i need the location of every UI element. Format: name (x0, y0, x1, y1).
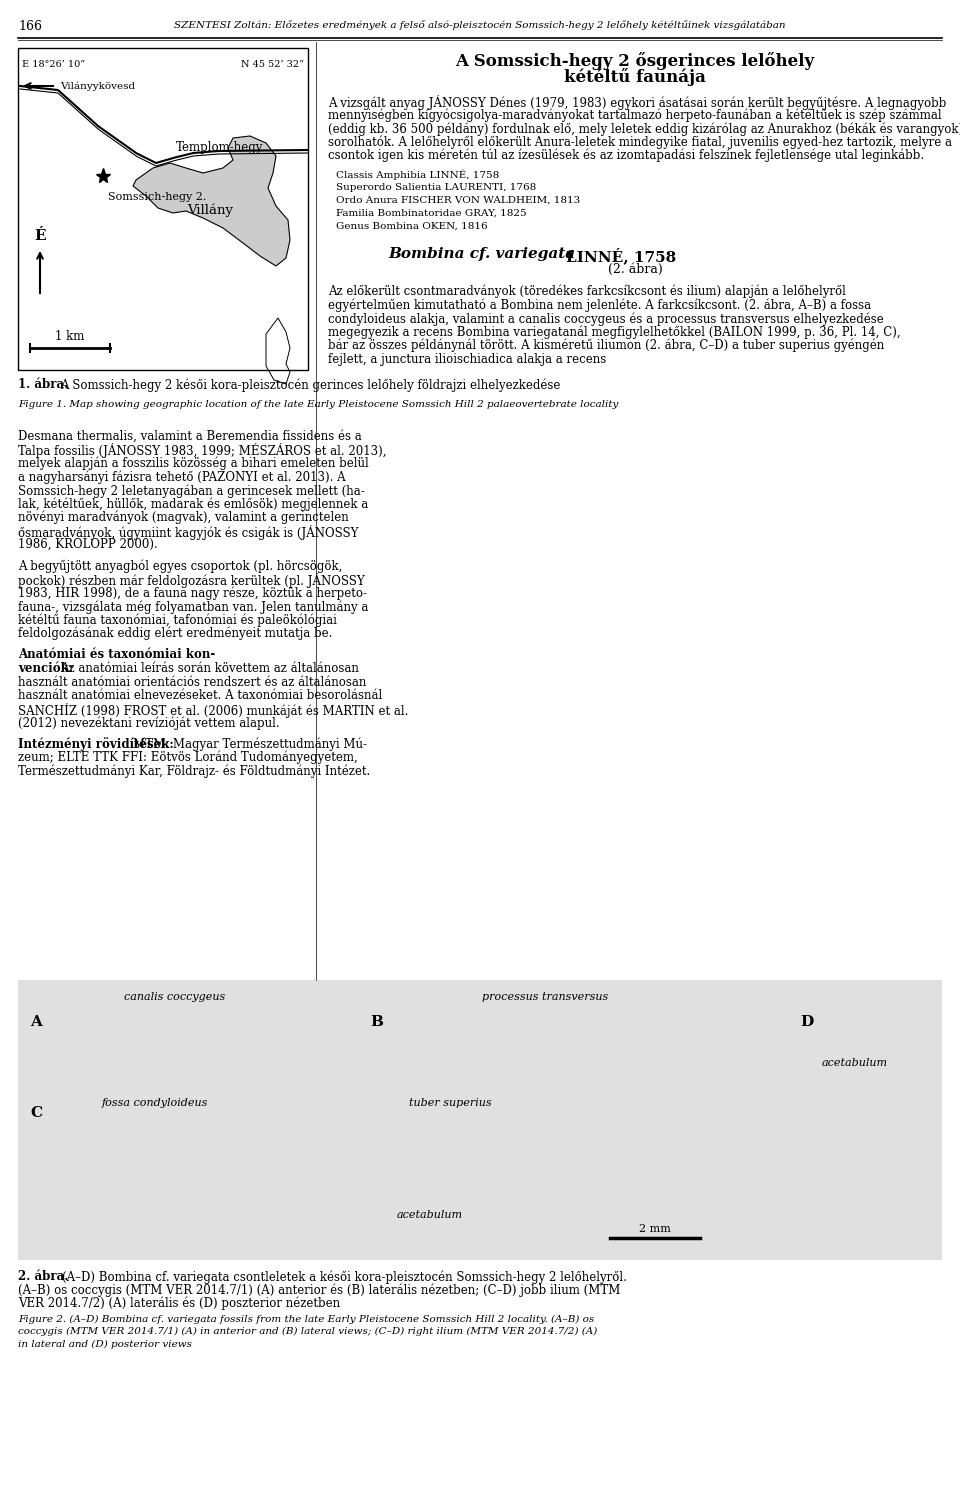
Text: Somssich-hegy 2 leletanyagában a gerincesek mellett (ha-: Somssich-hegy 2 leletanyagában a gerince… (18, 484, 365, 497)
Text: (A–B) os coccygis (MTM VER 2014.7/1) (A) anterior és (B) laterális nézetben; (C–: (A–B) os coccygis (MTM VER 2014.7/1) (A)… (18, 1284, 620, 1297)
Text: 1986, KROLOPP 2000).: 1986, KROLOPP 2000). (18, 537, 157, 551)
Text: használt anatómiai elnevezéseket. A taxonómiai besorolásnál: használt anatómiai elnevezéseket. A taxo… (18, 688, 382, 702)
Text: Természettudmányi Kar, Földrajz- és Földtudmányi Intézet.: Természettudmányi Kar, Földrajz- és Föld… (18, 764, 371, 778)
Polygon shape (133, 136, 290, 266)
Text: SZENTESI Zoltán: Előzetes eredmények a felső alsó-pleisztocén Somssich-hegy 2 le: SZENTESI Zoltán: Előzetes eredmények a f… (175, 19, 785, 30)
Text: condyloideus alakja, valamint a canalis coccygeus és a processus transversus elh: condyloideus alakja, valamint a canalis … (328, 312, 884, 325)
Text: ősmaradványok, úgymiint kagyjók és csigák is (JÁNOSSY: ősmaradványok, úgymiint kagyjók és csigá… (18, 524, 358, 539)
Text: A Somssich-hegy 2 késői kora-pleisztocén gerinces lelőhely földrajzi elhelyezked: A Somssich-hegy 2 késői kora-pleisztocén… (60, 378, 561, 391)
Text: Desmana thermalis, valamint a Beremendia fissidens és a: Desmana thermalis, valamint a Beremendia… (18, 430, 362, 443)
Text: 1983, HIR 1998), de a fauna nagy része, köztük a herpeto-: 1983, HIR 1998), de a fauna nagy része, … (18, 587, 367, 600)
Text: Az anatómiai leírás során követtem az általánosan: Az anatómiai leírás során követtem az ál… (60, 661, 359, 675)
Text: B: B (370, 1015, 383, 1029)
Text: 2 mm: 2 mm (639, 1224, 671, 1235)
Text: Ordo Anura FISCHER VON WALDHEIM, 1813: Ordo Anura FISCHER VON WALDHEIM, 1813 (336, 196, 580, 205)
Text: feldolgozásának eddig elért eredményeit mutatja be.: feldolgozásának eddig elért eredményeit … (18, 627, 332, 640)
Text: (A–D) Bombina cf. variegata csontleletek a késői kora-pleisztocén Somssich-hegy : (A–D) Bombina cf. variegata csontleletek… (62, 1271, 627, 1284)
Text: egyértelműen kimutatható a Bombina nem jelenléte. A farkcsíkcsont. (2. ábra, A–B: egyértelműen kimutatható a Bombina nem j… (328, 299, 871, 312)
Text: mennyiségben kígyócsigolya-maradványokat tartalmazó herpeto-faunában a kétéltűek: mennyiségben kígyócsigolya-maradványokat… (328, 109, 942, 122)
Text: tuber superius: tuber superius (409, 1097, 492, 1108)
Text: fauna-, vizsgálata még folyamatban van. Jelen tanulmány a: fauna-, vizsgálata még folyamatban van. … (18, 600, 369, 614)
Text: Villány: Villány (187, 203, 233, 216)
Text: venciók:: venciók: (18, 661, 73, 675)
Text: 1 km: 1 km (56, 330, 84, 343)
Text: 2. ábra.: 2. ábra. (18, 1271, 68, 1282)
Text: Talpa fossilis (JÁNOSSY 1983, 1999; MÉSZÁROS et al. 2013),: Talpa fossilis (JÁNOSSY 1983, 1999; MÉSZ… (18, 443, 387, 458)
Text: pockok) részben már feldolgozásra kerültek (pl. JÁNOSSY: pockok) részben már feldolgozásra került… (18, 573, 365, 588)
Text: Intézményi rövidítések:: Intézményi rövidítések: (18, 738, 174, 751)
Text: Bombina cf. variegata: Bombina cf. variegata (388, 246, 575, 261)
Text: megegyezik a recens Bombina variegatanál megfigylelhetőkkel (BAILON 1999, p. 36,: megegyezik a recens Bombina variegatanál… (328, 325, 900, 339)
Text: lak, kétéltűek, hüllők, madarak és emlősök) megjelennek a: lak, kétéltűek, hüllők, madarak és emlős… (18, 497, 369, 511)
Text: 1. ábra.: 1. ábra. (18, 378, 68, 391)
Text: VER 2014.7/2) (A) laterális és (D) poszterior nézetben: VER 2014.7/2) (A) laterális és (D) poszt… (18, 1297, 340, 1311)
Text: fossa condyloideus: fossa condyloideus (102, 1097, 208, 1108)
Text: C: C (30, 1106, 42, 1120)
Text: LINNÉ, 1758: LINNÉ, 1758 (566, 246, 676, 264)
Text: zeum; ELTE TTK FFI: Eötvös Loránd Tudományegyetem,: zeum; ELTE TTK FFI: Eötvös Loránd Tudomá… (18, 751, 358, 764)
Text: kétéltű faunája: kétéltű faunája (564, 69, 706, 87)
Text: a nagyharsányi fázisra tehető (PAZONYI et al. 2013). A: a nagyharsányi fázisra tehető (PAZONYI e… (18, 470, 346, 484)
Text: A begyűjtött anyagból egyes csoportok (pl. hörcsögök,: A begyűjtött anyagból egyes csoportok (p… (18, 560, 343, 573)
Text: Somssich-hegy 2.: Somssich-hegy 2. (108, 193, 206, 202)
Text: Anatómiai és taxonómiai kon-: Anatómiai és taxonómiai kon- (18, 648, 215, 661)
Text: D: D (800, 1015, 813, 1029)
Text: Templom-hegy: Templom-hegy (176, 142, 263, 154)
Text: növényi maradványok (magvak), valamint a gerinctelen: növényi maradványok (magvak), valamint a… (18, 511, 348, 524)
Text: Genus Bombina OKEN, 1816: Genus Bombina OKEN, 1816 (336, 222, 488, 231)
Text: fejlett, a junctura ilioischiadica alakja a recens: fejlett, a junctura ilioischiadica alakj… (328, 352, 607, 366)
Text: sorolhatók. A lelőhelyről előkerült Anura-leletek mindegyike fiatal, juvenilis e: sorolhatók. A lelőhelyről előkerült Anur… (328, 136, 952, 149)
Text: A: A (30, 1015, 42, 1029)
Text: Familia Bombinatoridae GRAY, 1825: Familia Bombinatoridae GRAY, 1825 (336, 209, 527, 218)
Text: processus transversus: processus transversus (482, 991, 608, 1002)
Text: acetabulum: acetabulum (397, 1209, 463, 1220)
Bar (18, 48, 308, 370)
Text: N 45 52’ 32”: N 45 52’ 32” (241, 60, 304, 69)
Text: (2. ábra): (2. ábra) (608, 263, 662, 276)
Text: coccygis (MTM VER 2014.7/1) (A) in anterior and (B) lateral views; (C–D) right i: coccygis (MTM VER 2014.7/1) (A) in anter… (18, 1327, 597, 1336)
Text: Vilányykövesd: Vilányykövesd (60, 81, 135, 91)
Text: bár az összes példánynál törött. A kisméretű iliumon (2. ábra, C–D) a tuber supe: bár az összes példánynál törött. A kismé… (328, 339, 884, 352)
Text: canalis coccygeus: canalis coccygeus (125, 991, 226, 1002)
Text: 166: 166 (18, 19, 42, 33)
Text: É: É (35, 228, 46, 243)
Text: melyek alapján a fosszilis közösség a bihari emeleten belül: melyek alapján a fosszilis közösség a bi… (18, 457, 369, 470)
Text: in lateral and (D) posterior views: in lateral and (D) posterior views (18, 1339, 192, 1348)
Text: Classis Amphibia LINNÉ, 1758: Classis Amphibia LINNÉ, 1758 (336, 170, 499, 181)
Text: (2012) nevezéktani revízióját vettem alapul.: (2012) nevezéktani revízióját vettem ala… (18, 717, 279, 730)
Text: (eddig kb. 36 500 példány) fordulnak elő, mely leletek eddig kizárólag az Anurak: (eddig kb. 36 500 példány) fordulnak elő… (328, 122, 960, 136)
Text: A vizsgált anyag JÁNOSSY Dénes (1979, 1983) egykori ásatásai során került begyűj: A vizsgált anyag JÁNOSSY Dénes (1979, 19… (328, 96, 947, 110)
Text: acetabulum: acetabulum (822, 1059, 888, 1069)
Text: kétéltű fauna taxonómiai, tafonómiai és paleökólógiai: kétéltű fauna taxonómiai, tafonómiai és … (18, 614, 337, 627)
Text: Figure 1. Map showing geographic location of the late Early Pleistocene Somssich: Figure 1. Map showing geographic locatio… (18, 400, 618, 409)
Text: Az előkerült csontmaradványok (töredékes farkcsíkcsont és ilium) alapján a lelőh: Az előkerült csontmaradványok (töredékes… (328, 285, 846, 299)
Text: használt anatómiai orientációs rendszert és az általánosan: használt anatómiai orientációs rendszert… (18, 675, 367, 688)
Text: Figure 2. (A–D) Bombina cf. variegata fossils from the late Early Pleistocene So: Figure 2. (A–D) Bombina cf. variegata fo… (18, 1314, 594, 1324)
Bar (18, 979, 942, 1260)
Text: A Somssich-hegy 2 ősgerinces lelőhely: A Somssich-hegy 2 ősgerinces lelőhely (455, 52, 815, 70)
Text: Superordo Salientia LAURENTI, 1768: Superordo Salientia LAURENTI, 1768 (336, 184, 537, 193)
Text: MTM: Magyar Természettudmányi Mú-: MTM: Magyar Természettudmányi Mú- (133, 738, 367, 751)
Text: SANCHÍZ (1998) FROST et al. (2006) munkáját és MARTIN et al.: SANCHÍZ (1998) FROST et al. (2006) munká… (18, 703, 408, 718)
Text: csontok igen kis méretén túl az ízesülések és az izomtapadási felszínek fejletle: csontok igen kis méretén túl az ízesülés… (328, 149, 924, 163)
Text: E 18°26’ 10”: E 18°26’ 10” (22, 60, 85, 69)
